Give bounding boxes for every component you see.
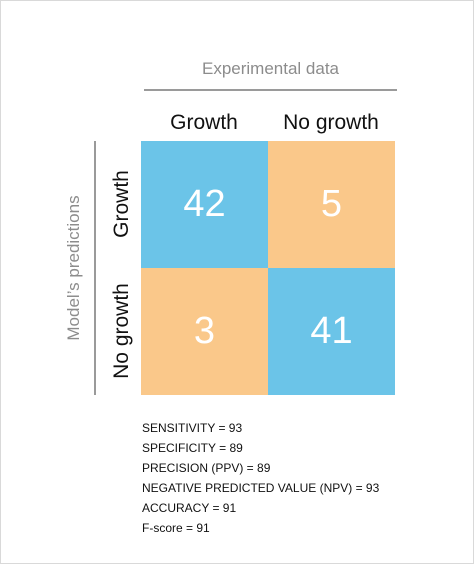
y-axis-title-container: Model’s predictions [39, 141, 109, 395]
cell-growth-no-growth: 5 [268, 141, 395, 268]
metric-specificity: SPECIFICITY = 89 [142, 441, 243, 455]
cell-value: 5 [320, 183, 343, 225]
metric-sensitivity: SENSITIVITY = 93 [142, 421, 243, 435]
row-label-growth-container: Growth [103, 141, 141, 267]
metric-npv: NEGATIVE PREDICTED VALUE (NPV) = 93 [142, 481, 380, 495]
cell-growth-growth: 42 [141, 141, 268, 268]
metric-accuracy: ACCURACY = 91 [142, 501, 237, 515]
y-axis-rule [94, 141, 96, 395]
cell-value: 41 [310, 310, 353, 352]
y-axis-title: Model’s predictions [64, 195, 83, 341]
row-label-growth: Growth [110, 170, 133, 238]
cell-value: 42 [183, 183, 226, 225]
cell-no-growth-no-growth: 41 [268, 268, 395, 395]
cell-value: 3 [193, 310, 216, 352]
column-label-growth: Growth [170, 111, 238, 134]
x-axis-title: Experimental data [201, 59, 340, 78]
row-label-no-growth: No growth [110, 283, 133, 379]
metric-f-score: F-score = 91 [142, 521, 210, 535]
row-label-no-growth-container: No growth [103, 268, 141, 394]
column-label-no-growth: No growth [283, 111, 379, 134]
cell-no-growth-growth: 3 [141, 268, 268, 395]
x-axis-rule [144, 89, 397, 91]
metric-precision: PRECISION (PPV) = 89 [142, 461, 271, 475]
metrics-list: SENSITIVITY = 93 SPECIFICITY = 89 PRECIS… [142, 418, 379, 538]
